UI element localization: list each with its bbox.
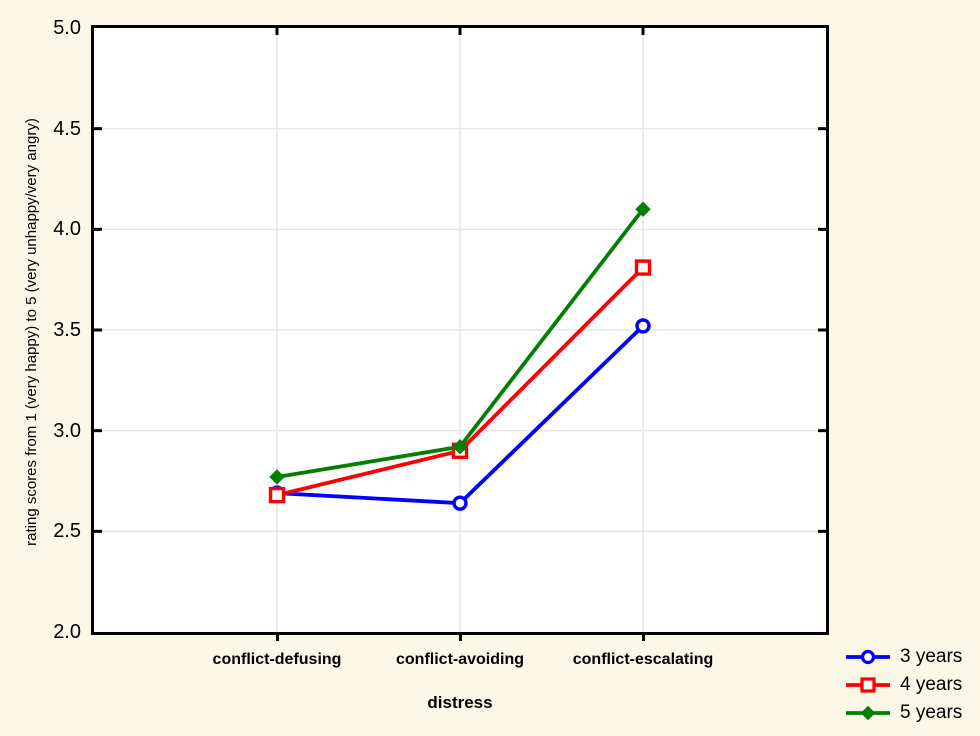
series-marker-circle [452, 495, 468, 511]
x-category-label: conflict-escalating [572, 651, 714, 668]
x-axis-tick-bottom [458, 635, 462, 641]
series-marker-diamond [269, 469, 285, 485]
y-tick-label: 3.0 [53, 419, 81, 442]
series-marker-circle [635, 318, 651, 334]
y-tick-label: 3.5 [53, 319, 81, 341]
y-tick-label: 5.0 [53, 17, 81, 39]
series-marker-square [268, 486, 286, 504]
legend-marker-circle [860, 649, 876, 665]
legend-item: 4 years [845, 671, 962, 699]
y-tick-label: 4.5 [53, 117, 81, 140]
x-axis-title: distress [427, 693, 493, 712]
series-marker-diamond [452, 439, 468, 455]
legend-swatch [846, 705, 890, 721]
y-tick-label: 2.5 [53, 520, 81, 543]
legend-marker-diamond [860, 705, 876, 721]
plot-area [91, 25, 829, 635]
x-axis-tick-bottom [641, 635, 645, 641]
legend-item: 5 years [845, 699, 962, 727]
y-tick-label: 2.0 [53, 621, 81, 643]
x-axis-tick-bottom [275, 635, 279, 641]
legend-label: 4 years [900, 674, 963, 695]
plot-canvas [94, 28, 826, 632]
legend-marker-square [860, 677, 876, 693]
series-marker-square [634, 259, 652, 276]
legend: 3 years 4 years 5 years [845, 643, 962, 727]
legend-swatch [846, 677, 890, 693]
legend-swatch [846, 649, 890, 665]
legend-label: 3 years [900, 646, 963, 667]
x-category-label: conflict-defusing [212, 651, 342, 668]
x-category-label: conflict-avoiding [396, 651, 524, 668]
y-tick-label: 4.0 [53, 218, 81, 241]
legend-item: 3 years [845, 643, 962, 671]
series-marker-diamond [635, 201, 651, 217]
legend-label: 5 years [900, 702, 963, 723]
